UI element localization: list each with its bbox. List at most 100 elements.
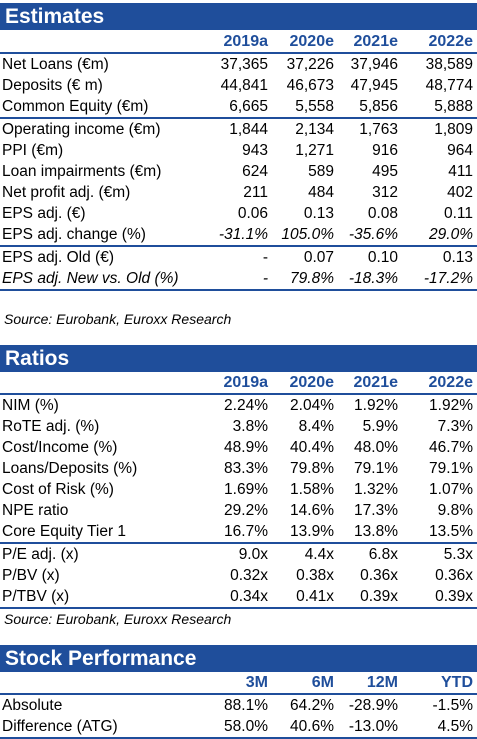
row-label: NPE ratio bbox=[2, 502, 69, 519]
column-header: 2019a bbox=[210, 372, 272, 395]
cell: 312 bbox=[372, 184, 398, 201]
cell: 6.8x bbox=[368, 546, 398, 563]
row-label: Core Equity Tier 1 bbox=[0, 521, 210, 544]
column-header: YTD bbox=[402, 672, 477, 695]
cell: 13.8% bbox=[338, 521, 402, 544]
table-row: Deposits (€ m) 44,841 46,673 47,945 48,774 bbox=[0, 75, 477, 96]
cell: 0.38x bbox=[296, 567, 334, 584]
ratios-header: Ratios bbox=[0, 345, 477, 372]
cell: 37,365 bbox=[220, 56, 268, 73]
table-row: EPS adj. Old (€) - 0.07 0.10 0.13 bbox=[0, 246, 477, 268]
cell: 0.39x bbox=[402, 586, 477, 609]
cell: 3.8% bbox=[232, 418, 268, 435]
row-label: Loan impairments (€m) bbox=[2, 163, 162, 180]
cell: 14.6% bbox=[290, 502, 334, 519]
cell: 7.3% bbox=[437, 418, 473, 435]
estimates-column-header-row: 2019a 2020e 2021e 2022e bbox=[0, 31, 477, 54]
table-row: Cost of Risk (%) 1.69% 1.58% 1.32% 1.07% bbox=[0, 479, 477, 500]
table-row: Loan impairments (€m) 624 589 495 411 bbox=[0, 161, 477, 182]
table-row: Operating income (€m) 1,844 2,134 1,763 1,80… bbox=[0, 118, 477, 140]
cell: 9.0x bbox=[238, 546, 268, 563]
cell: 2.04% bbox=[290, 397, 334, 414]
cell: 5.3x bbox=[443, 546, 473, 563]
cell: -17.2% bbox=[402, 268, 477, 291]
row-label: NIM (%) bbox=[2, 397, 59, 414]
ratios-table: 2019a 2020e 2021e 2022e NIM (%) 2.24% 2.04… bbox=[0, 372, 477, 609]
cell: 64.2% bbox=[290, 697, 334, 714]
cell: 1.92% bbox=[429, 397, 473, 414]
cell: 37,946 bbox=[350, 56, 398, 73]
cell: 495 bbox=[372, 163, 398, 180]
cell: 0.34x bbox=[210, 586, 272, 609]
cell: 1.32% bbox=[354, 481, 398, 498]
table-row: P/E adj. (x) 9.0x 4.4x 6.8x 5.3x bbox=[0, 543, 477, 565]
cell: 943 bbox=[242, 142, 268, 159]
column-header: 6M bbox=[272, 672, 338, 695]
column-header: 12M bbox=[338, 672, 402, 695]
table-row: EPS adj. change (%) -31.1% 105.0% -35.6% 29.… bbox=[0, 224, 477, 247]
cell: 0.10 bbox=[367, 249, 398, 266]
cell: 484 bbox=[308, 184, 334, 201]
cell: 13.9% bbox=[272, 521, 338, 544]
row-label: Difference (ATG) bbox=[0, 716, 210, 739]
cell: 1.58% bbox=[290, 481, 334, 498]
row-label: P/E adj. (x) bbox=[2, 546, 79, 563]
table-row: NIM (%) 2.24% 2.04% 1.92% 1.92% bbox=[0, 394, 477, 416]
cell: 624 bbox=[242, 163, 268, 180]
row-label: Absolute bbox=[2, 697, 63, 714]
cell: 79.1% bbox=[429, 460, 473, 477]
table-row: Loans/Deposits (%) 83.3% 79.8% 79.1% 79.1% bbox=[0, 458, 477, 479]
stock-performance-table: 3M 6M 12M YTD Absolute 88.1% 64.2% -28.9% -1… bbox=[0, 672, 477, 739]
cell: 0.13 bbox=[442, 249, 473, 266]
table-row: RoTE adj. (%) 3.8% 8.4% 5.9% 7.3% bbox=[0, 416, 477, 437]
table-row: EPS adj. New vs. Old (%) -79.8% -18.3% -17.… bbox=[0, 268, 477, 291]
cell: -28.9% bbox=[348, 697, 398, 714]
cell: 48.0% bbox=[354, 439, 398, 456]
cell: 964 bbox=[447, 142, 473, 159]
cell: 0.41x bbox=[272, 586, 338, 609]
cell: 40.4% bbox=[290, 439, 334, 456]
cell: 589 bbox=[308, 163, 334, 180]
cell: 1,844 bbox=[229, 121, 268, 138]
cell: -31.1% bbox=[210, 224, 272, 247]
cell: 1.69% bbox=[224, 481, 268, 498]
cell: 0.06 bbox=[237, 205, 268, 222]
cell: 79.8% bbox=[272, 268, 338, 291]
row-label: Deposits (€ m) bbox=[2, 77, 103, 94]
cell: 1.07% bbox=[429, 481, 473, 498]
table-row: Common Equity (€m) 6,665 5,558 5,856 5,888 bbox=[0, 96, 477, 119]
cell: 9.8% bbox=[437, 502, 473, 519]
table-row: P/BV (x) 0.32x 0.38x 0.36x 0.36x bbox=[0, 565, 477, 586]
cell: 46.7% bbox=[429, 439, 473, 456]
cell: 17.3% bbox=[354, 502, 398, 519]
cell: 402 bbox=[447, 184, 473, 201]
cell: - bbox=[262, 249, 268, 266]
ratios-column-header-row: 2019a 2020e 2021e 2022e bbox=[0, 372, 477, 395]
row-label: PPI (€m) bbox=[2, 142, 64, 159]
row-label: Cost of Risk (%) bbox=[2, 481, 114, 498]
row-label: EPS adj. change (%) bbox=[0, 224, 210, 247]
column-header: 2019a bbox=[210, 31, 272, 54]
cell: 1.92% bbox=[354, 397, 398, 414]
cell: 4.4x bbox=[304, 546, 334, 563]
column-header: 2021e bbox=[338, 372, 402, 395]
table-row: Absolute 88.1% 64.2% -28.9% -1.5% bbox=[0, 694, 477, 716]
cell: 211 bbox=[243, 184, 268, 201]
cell: 79.1% bbox=[354, 460, 398, 477]
cell: 44,841 bbox=[220, 77, 268, 94]
table-row: EPS adj. (€) 0.06 0.13 0.08 0.11 bbox=[0, 203, 477, 224]
cell: 46,673 bbox=[286, 77, 334, 94]
cell: 916 bbox=[372, 142, 398, 159]
stock-performance-header: Stock Performance bbox=[0, 645, 477, 672]
column-header: 2020e bbox=[272, 372, 338, 395]
cell: 48,774 bbox=[425, 77, 473, 94]
cell: 79.8% bbox=[290, 460, 334, 477]
column-header: 2022e bbox=[402, 31, 477, 54]
row-label: Operating income (€m) bbox=[2, 121, 161, 138]
cell: 1,271 bbox=[295, 142, 334, 159]
column-header: 2021e bbox=[338, 31, 402, 54]
column-header: 2020e bbox=[272, 31, 338, 54]
estimates-table: 2019a 2020e 2021e 2022e Net Loans (€m) 37… bbox=[0, 31, 477, 291]
cell: -1.5% bbox=[432, 697, 474, 714]
cell: 1,809 bbox=[434, 121, 473, 138]
